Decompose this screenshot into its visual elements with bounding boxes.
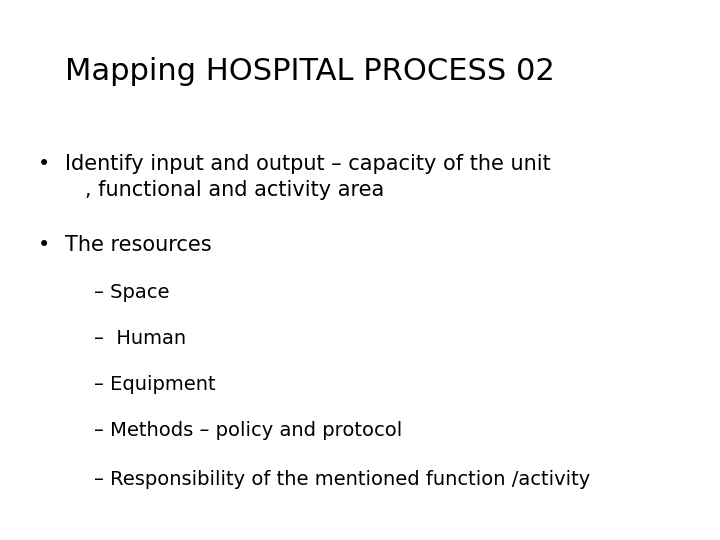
Text: – Responsibility of the mentioned function /activity: – Responsibility of the mentioned functi… <box>94 470 590 489</box>
Text: Mapping HOSPITAL PROCESS 02: Mapping HOSPITAL PROCESS 02 <box>65 57 554 86</box>
Text: – Space: – Space <box>94 284 169 302</box>
Text: Identify input and output – capacity of the unit
   , functional and activity ar: Identify input and output – capacity of … <box>65 154 551 199</box>
Text: The resources: The resources <box>65 235 212 255</box>
Text: •: • <box>37 154 50 174</box>
Text: – Methods – policy and protocol: – Methods – policy and protocol <box>94 421 402 440</box>
Text: – Equipment: – Equipment <box>94 375 215 394</box>
Text: –  Human: – Human <box>94 329 186 348</box>
Text: •: • <box>37 235 50 255</box>
